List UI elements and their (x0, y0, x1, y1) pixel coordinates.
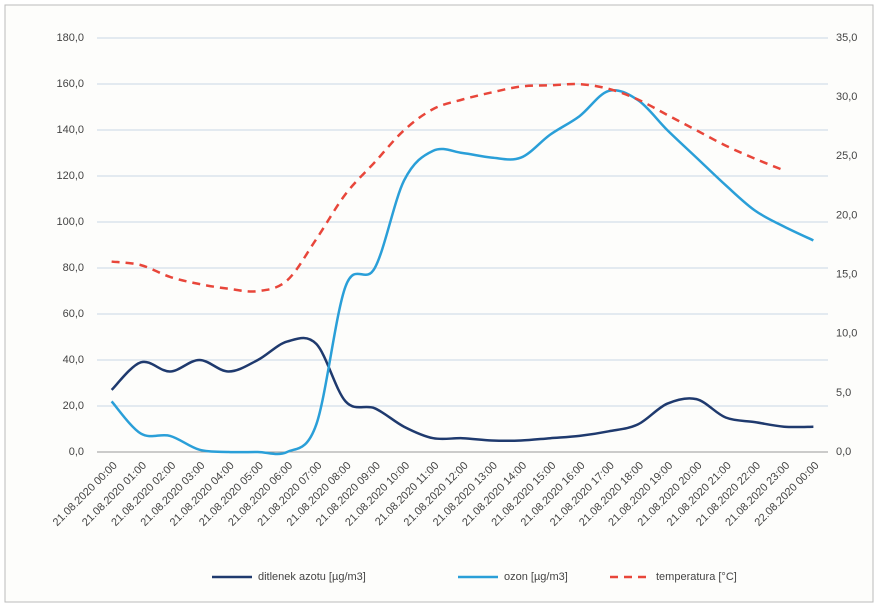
legend-label: ditlenek azotu [µg/m3] (258, 571, 366, 583)
y-tick-label: 40,0 (63, 354, 84, 366)
chart-frame (4, 4, 874, 603)
y-tick-label: 60,0 (63, 308, 84, 320)
y-tick-label: 100,0 (56, 216, 84, 228)
y-tick-label: 0,0 (69, 446, 84, 458)
y-tick-label: 140,0 (56, 124, 84, 136)
series-line (111, 82, 785, 293)
y-tick-label: 160,0 (56, 78, 84, 90)
y2-tick-label: 30,0 (836, 91, 857, 103)
y2-tick-label: 10,0 (836, 328, 857, 340)
y-tick-label: 120,0 (56, 170, 84, 182)
y2-tick-label: 20,0 (836, 209, 857, 221)
y2-tick-label: 35,0 (836, 32, 857, 44)
y-tick-label: 80,0 (63, 262, 84, 274)
y-tick-label: 180,0 (56, 32, 84, 44)
y2-tick-label: 25,0 (836, 150, 857, 162)
series-line (110, 89, 814, 456)
legend-label: ozon [µg/m3] (504, 571, 568, 583)
y2-tick-label: 5,0 (836, 387, 851, 399)
y2-tick-label: 15,0 (836, 268, 857, 280)
y2-tick-label: 0,0 (836, 446, 851, 458)
y-tick-label: 20,0 (63, 400, 84, 412)
legend-label: temperatura [°C] (656, 571, 737, 583)
series-line (110, 336, 814, 443)
